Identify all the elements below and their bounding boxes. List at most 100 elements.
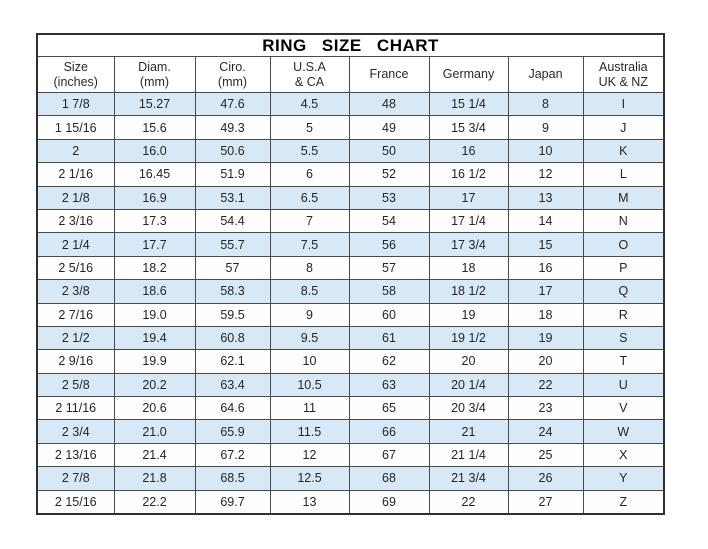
cell-ciro-mm: 69.7 [194, 489, 271, 515]
cell-germany: 20 1/4 [428, 372, 509, 398]
cell-france: 67 [348, 442, 430, 468]
cell-france: 54 [348, 208, 430, 234]
cell-diam-mm: 16.9 [113, 185, 196, 210]
table-row: 2 1/4 17.7 55.7 7.5 56 17 3/4 15 O [36, 232, 665, 257]
cell-size-inches: 2 1/2 [36, 325, 115, 351]
cell-usa-ca: 13 [269, 489, 350, 515]
cell-australia-uk-nz: X [582, 442, 665, 468]
table-row: 2 3/16 17.3 54.4 7 54 17 1/4 14 N [36, 208, 665, 234]
cell-size-inches: 2 3/4 [36, 419, 115, 444]
cell-france: 65 [348, 396, 430, 421]
cell-australia-uk-nz: R [582, 302, 665, 327]
cell-diam-mm: 18.6 [113, 279, 196, 304]
cell-japan: 26 [507, 466, 584, 491]
cell-diam-mm: 21.4 [113, 442, 196, 468]
cell-size-inches: 1 7/8 [36, 91, 115, 117]
cell-japan: 20 [507, 349, 584, 374]
cell-japan: 10 [507, 138, 584, 164]
cell-ciro-mm: 58.3 [194, 279, 271, 304]
cell-ciro-mm: 55.7 [194, 232, 271, 257]
cell-japan: 27 [507, 489, 584, 515]
cell-usa-ca: 7 [269, 208, 350, 234]
cell-usa-ca: 10.5 [269, 372, 350, 398]
ring-size-chart: RING SIZE CHART Size (inches) Diam. (mm) Cir… [36, 33, 666, 516]
cell-france: 52 [348, 162, 430, 187]
cell-ciro-mm: 57 [194, 255, 271, 281]
cell-australia-uk-nz: V [582, 396, 665, 421]
cell-usa-ca: 10 [269, 349, 350, 374]
cell-australia-uk-nz: Z [582, 489, 665, 515]
cell-japan: 19 [507, 325, 584, 351]
cell-germany: 22 [428, 489, 509, 515]
cell-japan: 22 [507, 372, 584, 398]
table-row: 2 11/16 20.6 64.6 11 65 20 3/4 23 V [36, 396, 665, 421]
cell-ciro-mm: 47.6 [194, 91, 271, 117]
cell-france: 56 [348, 232, 430, 257]
column-header-australia-uk-nz: Australia UK & NZ [582, 56, 665, 93]
cell-ciro-mm: 53.1 [194, 185, 271, 210]
cell-size-inches: 2 3/8 [36, 279, 115, 304]
column-header-france: France [348, 56, 430, 93]
cell-germany: 17 3/4 [428, 232, 509, 257]
table-row: 2 3/4 21.0 65.9 11.5 66 21 24 W [36, 419, 665, 444]
cell-usa-ca: 12 [269, 442, 350, 468]
cell-ciro-mm: 59.5 [194, 302, 271, 327]
cell-size-inches: 2 1/16 [36, 162, 115, 187]
cell-france: 48 [348, 91, 430, 117]
cell-germany: 19 [428, 302, 509, 327]
table-row: 2 5/8 20.2 63.4 10.5 63 20 1/4 22 U [36, 372, 665, 398]
cell-germany: 20 3/4 [428, 396, 509, 421]
column-header-ciro-mm: Ciro. (mm) [194, 56, 271, 93]
cell-germany: 17 [428, 185, 509, 210]
cell-australia-uk-nz: O [582, 232, 665, 257]
cell-usa-ca: 11.5 [269, 419, 350, 444]
table-row: 1 15/16 15.6 49.3 5 49 15 3/4 9 J [36, 115, 665, 140]
table-row: 2 3/8 18.6 58.3 8.5 58 18 1/2 17 Q [36, 279, 665, 304]
column-header-size-inches: Size (inches) [36, 56, 115, 93]
column-header-row: Size (inches) Diam. (mm) Ciro. (mm) U.S.A & CA F… [36, 56, 665, 93]
cell-diam-mm: 20.2 [113, 372, 196, 398]
table-row: 2 1/2 19.4 60.8 9.5 61 19 1/2 19 S [36, 325, 665, 351]
cell-ciro-mm: 68.5 [194, 466, 271, 491]
cell-japan: 17 [507, 279, 584, 304]
cell-germany: 20 [428, 349, 509, 374]
cell-germany: 16 1/2 [428, 162, 509, 187]
column-header-japan: Japan [507, 56, 584, 93]
cell-diam-mm: 22.2 [113, 489, 196, 515]
cell-australia-uk-nz: J [582, 115, 665, 140]
table-body: 1 7/8 15.27 47.6 4.5 48 15 1/4 8 I 1 15/16 15.6 49… [36, 91, 665, 515]
cell-japan: 14 [507, 208, 584, 234]
cell-germany: 18 1/2 [428, 279, 509, 304]
cell-france: 63 [348, 372, 430, 398]
cell-ciro-mm: 64.6 [194, 396, 271, 421]
cell-diam-mm: 19.0 [113, 302, 196, 327]
ring-size-table: RING SIZE CHART Size (inches) Diam. (mm) Cir… [36, 33, 666, 516]
column-header-germany: Germany [428, 56, 509, 93]
cell-japan: 13 [507, 185, 584, 210]
table-row: 2 7/8 21.8 68.5 12.5 68 21 3/4 26 Y [36, 466, 665, 491]
cell-australia-uk-nz: I [582, 91, 665, 117]
column-header-diam-mm: Diam. (mm) [113, 56, 196, 93]
cell-germany: 21 3/4 [428, 466, 509, 491]
cell-australia-uk-nz: N [582, 208, 665, 234]
cell-ciro-mm: 50.6 [194, 138, 271, 164]
table-row: 2 9/16 19.9 62.1 10 62 20 20 T [36, 349, 665, 374]
cell-japan: 23 [507, 396, 584, 421]
cell-size-inches: 2 1/8 [36, 185, 115, 210]
cell-size-inches: 2 1/4 [36, 232, 115, 257]
cell-size-inches: 2 7/16 [36, 302, 115, 327]
cell-usa-ca: 12.5 [269, 466, 350, 491]
cell-ciro-mm: 62.1 [194, 349, 271, 374]
cell-japan: 15 [507, 232, 584, 257]
cell-size-inches: 2 3/16 [36, 208, 115, 234]
cell-france: 60 [348, 302, 430, 327]
cell-usa-ca: 5 [269, 115, 350, 140]
cell-usa-ca: 6 [269, 162, 350, 187]
title-row: RING SIZE CHART [36, 33, 665, 57]
cell-diam-mm: 16.0 [113, 138, 196, 164]
cell-japan: 24 [507, 419, 584, 444]
cell-ciro-mm: 63.4 [194, 372, 271, 398]
cell-germany: 15 3/4 [428, 115, 509, 140]
cell-ciro-mm: 65.9 [194, 419, 271, 444]
cell-germany: 19 1/2 [428, 325, 509, 351]
